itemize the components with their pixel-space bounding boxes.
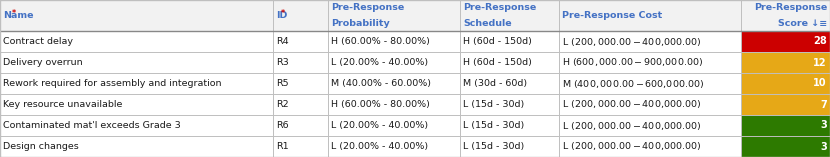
Bar [0, 52, 830, 73]
Text: Pre-Response: Pre-Response [331, 3, 404, 12]
Bar [741, 31, 830, 52]
Bar [0, 31, 830, 52]
Text: 12: 12 [813, 57, 827, 68]
Text: L ($200,000.00 - $400,000.00): L ($200,000.00 - $400,000.00) [562, 98, 701, 111]
Bar [741, 136, 830, 157]
Text: M (30d - 60d): M (30d - 60d) [463, 79, 527, 88]
Bar [0, 136, 830, 157]
Text: Score ↓≡: Score ↓≡ [778, 19, 827, 28]
Text: L ($200,000.00 - $400,000.00): L ($200,000.00 - $400,000.00) [562, 35, 701, 48]
Text: L (15d - 30d): L (15d - 30d) [463, 142, 525, 151]
Text: L (20.00% - 40.00%): L (20.00% - 40.00%) [331, 142, 428, 151]
Text: M ($400,000.00 - $600,000.00): M ($400,000.00 - $600,000.00) [562, 78, 704, 89]
Text: ID: ID [276, 11, 287, 20]
Text: Schedule: Schedule [463, 19, 511, 28]
Text: Contaminated mat'l exceeds Grade 3: Contaminated mat'l exceeds Grade 3 [3, 121, 181, 130]
Text: Rework required for assembly and integration: Rework required for assembly and integra… [3, 79, 222, 88]
Text: R2: R2 [276, 100, 289, 109]
Text: R4: R4 [276, 37, 289, 46]
Bar [0, 115, 830, 136]
Text: L (20.00% - 40.00%): L (20.00% - 40.00%) [331, 121, 428, 130]
Text: 28: 28 [813, 36, 827, 46]
Text: Design changes: Design changes [3, 142, 79, 151]
Text: L (15d - 30d): L (15d - 30d) [463, 121, 525, 130]
Bar [741, 94, 830, 115]
Text: Delivery overrun: Delivery overrun [3, 58, 83, 67]
Bar [0, 94, 830, 115]
Bar [0, 0, 830, 31]
Text: R1: R1 [276, 142, 289, 151]
Text: 3: 3 [820, 141, 827, 152]
Text: H (60d - 150d): H (60d - 150d) [463, 58, 532, 67]
Text: Name: Name [3, 11, 33, 20]
Text: H (60d - 150d): H (60d - 150d) [463, 37, 532, 46]
Bar [741, 73, 830, 94]
Text: 10: 10 [813, 78, 827, 89]
Text: Pre-Response: Pre-Response [754, 3, 827, 12]
Text: L ($200,000.00 - $400,000.00): L ($200,000.00 - $400,000.00) [562, 119, 701, 132]
Text: L ($200,000.00 - $400,000.00): L ($200,000.00 - $400,000.00) [562, 141, 701, 152]
Text: R5: R5 [276, 79, 289, 88]
Text: M (40.00% - 60.00%): M (40.00% - 60.00%) [331, 79, 431, 88]
Text: H ($600,000.00 - $900,000.00): H ($600,000.00 - $900,000.00) [562, 57, 703, 68]
Text: H (60.00% - 80.00%): H (60.00% - 80.00%) [331, 100, 430, 109]
Text: 7: 7 [820, 100, 827, 109]
Bar [0, 73, 830, 94]
Bar [741, 115, 830, 136]
Text: R6: R6 [276, 121, 289, 130]
Text: H (60.00% - 80.00%): H (60.00% - 80.00%) [331, 37, 430, 46]
Text: *: * [281, 9, 285, 18]
Bar [741, 52, 830, 73]
Text: R3: R3 [276, 58, 289, 67]
Text: Probability: Probability [331, 19, 390, 28]
Text: Contract delay: Contract delay [3, 37, 73, 46]
Text: Pre-Response Cost: Pre-Response Cost [562, 11, 662, 20]
Text: L (20.00% - 40.00%): L (20.00% - 40.00%) [331, 58, 428, 67]
Text: *: * [12, 9, 17, 18]
Text: L (15d - 30d): L (15d - 30d) [463, 100, 525, 109]
Text: 3: 3 [820, 121, 827, 130]
Text: Pre-Response: Pre-Response [463, 3, 536, 12]
Text: Key resource unavailable: Key resource unavailable [3, 100, 122, 109]
